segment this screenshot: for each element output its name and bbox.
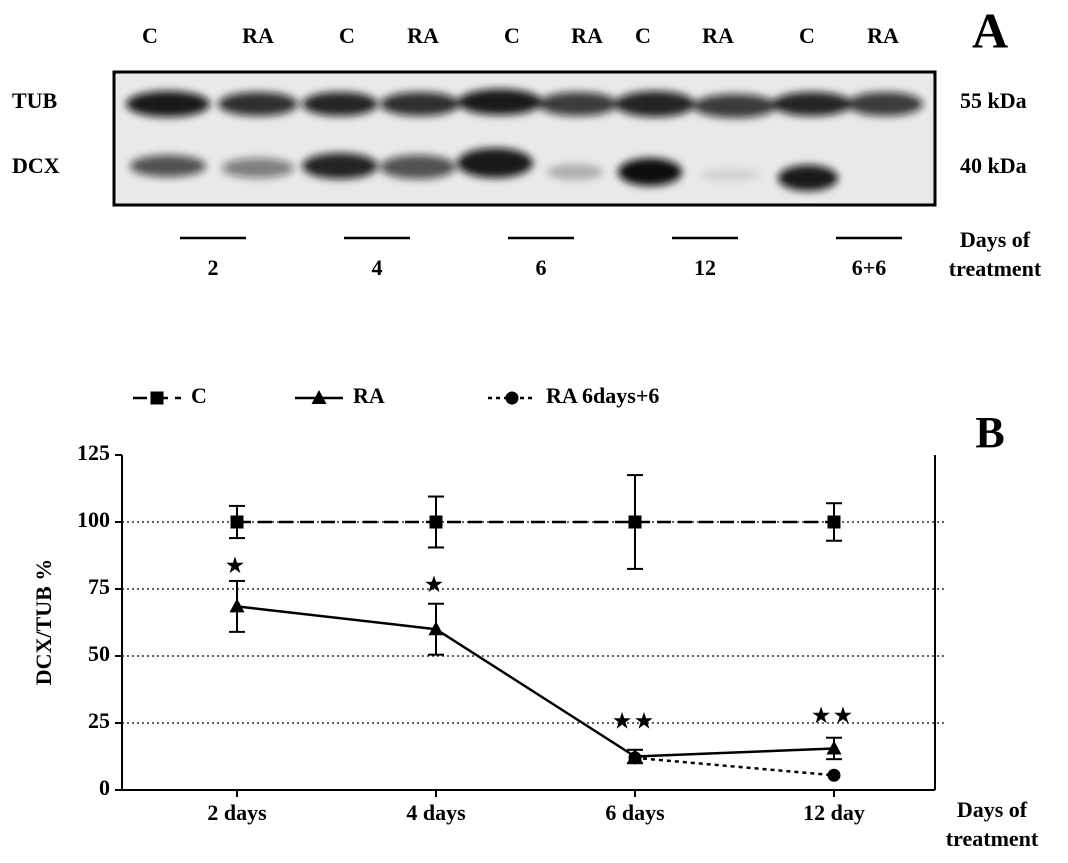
- x-tick-label: 2 days: [207, 800, 267, 825]
- y-tick-label: 0: [99, 775, 110, 800]
- x-tick-label: 12 day: [803, 800, 865, 825]
- lane-label: C: [635, 23, 651, 48]
- marker: [505, 391, 519, 405]
- marker: [628, 515, 642, 529]
- group-label: 4: [372, 255, 383, 280]
- marker: [429, 515, 443, 529]
- blot-row-label: TUB: [12, 88, 58, 113]
- y-tick-label: 125: [77, 440, 110, 465]
- marker: [229, 598, 245, 613]
- blot-groups-label: Days of treatment: [948, 227, 1042, 281]
- annotation: ★: [425, 574, 447, 596]
- lane-label: RA: [242, 23, 274, 48]
- series-line: [634, 756, 835, 777]
- marker: [827, 768, 841, 782]
- legend-label: C: [191, 383, 207, 408]
- x-axis-label: Days of treatment: [945, 797, 1039, 851]
- marker: [827, 515, 841, 529]
- y-axis-label: DCX/TUB %: [31, 559, 56, 686]
- lane-label: C: [142, 23, 158, 48]
- blot-row-label: DCX: [12, 153, 60, 178]
- blot-size-label: 40 kDa: [960, 153, 1027, 178]
- y-tick-label: 75: [88, 574, 110, 599]
- group-label: 12: [694, 255, 716, 280]
- group-label: 2: [208, 255, 219, 280]
- series-line: [236, 605, 835, 758]
- lane-label: RA: [702, 23, 734, 48]
- lane-label: RA: [407, 23, 439, 48]
- x-tick-label: 6 days: [605, 800, 665, 825]
- legend-label: RA: [353, 383, 385, 408]
- annotation: ★: [226, 555, 248, 577]
- lane-label: RA: [867, 23, 899, 48]
- lane-label: C: [799, 23, 815, 48]
- group-label: 6: [536, 255, 547, 280]
- panel-label: A: [972, 2, 1008, 58]
- y-tick-label: 100: [77, 507, 110, 532]
- lane-label: RA: [571, 23, 603, 48]
- y-tick-label: 50: [88, 641, 110, 666]
- group-label: 6+6: [852, 255, 887, 280]
- blot-size-label: 55 kDa: [960, 88, 1027, 113]
- marker: [628, 751, 642, 765]
- marker: [230, 515, 244, 529]
- x-tick-label: 4 days: [406, 800, 466, 825]
- panel-label: B: [975, 408, 1004, 457]
- marker: [150, 391, 164, 405]
- lane-label: C: [339, 23, 355, 48]
- annotation: ★★: [613, 711, 657, 733]
- annotation: ★★: [812, 705, 856, 727]
- marker: [311, 390, 327, 404]
- marker: [428, 621, 444, 636]
- marker: [826, 740, 842, 755]
- blot-image: [112, 70, 937, 207]
- lane-label: C: [504, 23, 520, 48]
- y-tick-label: 25: [88, 708, 110, 733]
- legend-label: RA 6days+6: [546, 383, 659, 408]
